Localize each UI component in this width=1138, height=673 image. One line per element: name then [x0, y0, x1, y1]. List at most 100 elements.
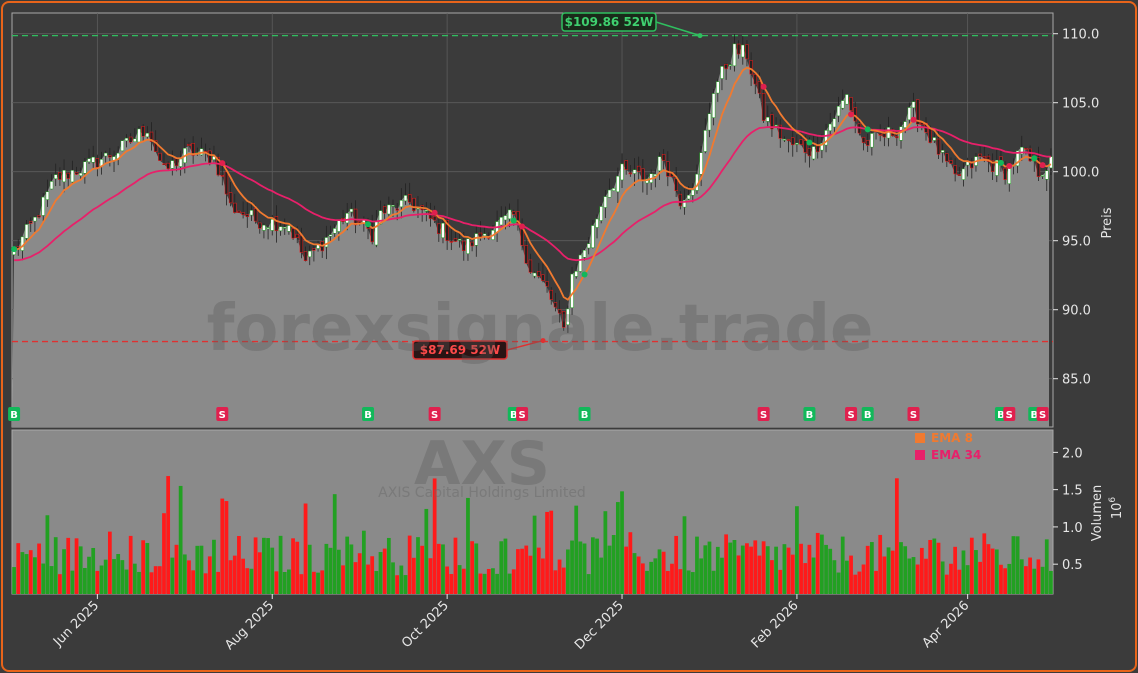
volume-bar	[299, 574, 304, 594]
candle-body	[782, 138, 787, 141]
candle-body	[903, 121, 907, 128]
candle-body	[878, 133, 882, 136]
volume-bar	[624, 546, 629, 594]
candle-body	[278, 226, 283, 232]
volume-bar	[599, 557, 604, 594]
volume-bar	[262, 537, 266, 594]
volume-bar	[557, 559, 562, 594]
candle-body	[753, 74, 757, 85]
price-area-fill	[12, 43, 1051, 428]
candle-body	[537, 271, 541, 277]
volume-bar	[690, 572, 695, 594]
volume-bar	[203, 573, 208, 594]
signal-badge-b	[8, 407, 21, 421]
candle-body	[349, 208, 354, 213]
candle-body	[437, 223, 441, 235]
volume-bar	[520, 548, 524, 594]
volume-bar	[857, 571, 862, 594]
signal-marker-dot	[1006, 162, 1013, 169]
candle-body	[1020, 146, 1024, 155]
signal-badge-s	[757, 407, 770, 421]
volume-bar	[224, 501, 229, 594]
candle-body	[562, 311, 566, 328]
volume-bar	[266, 538, 270, 594]
volume-bar	[628, 532, 633, 594]
volume-bar	[382, 548, 387, 594]
legend-label-ema8: EMA 8	[931, 431, 973, 445]
volume-bar	[924, 558, 928, 594]
volume-bar	[245, 568, 250, 594]
candle-body	[841, 100, 845, 109]
candle-body	[749, 60, 753, 75]
watermark-company: AXIS Capital Holdings Limited	[378, 485, 586, 501]
volume-bar	[670, 563, 674, 594]
candle-body	[641, 168, 645, 181]
candle-body	[424, 210, 429, 212]
volume-bar	[120, 560, 125, 594]
candle-body	[466, 238, 470, 254]
volume-tick-label: 0.5	[1062, 558, 1083, 573]
volume-bar	[128, 535, 133, 594]
volume-bar	[894, 478, 899, 594]
volume-bar	[786, 547, 791, 594]
signal-marker-dot	[365, 221, 372, 228]
signal-badge-s	[845, 407, 858, 421]
candle-body	[907, 107, 912, 121]
candle-body	[603, 196, 608, 208]
volume-bar	[428, 558, 433, 594]
volume-bar	[757, 555, 762, 594]
volume-bar	[103, 559, 108, 594]
volume-bar	[1036, 559, 1041, 594]
volume-bar	[232, 555, 237, 594]
volume-bar	[969, 537, 974, 594]
volume-bar	[961, 550, 966, 594]
candle-body	[353, 208, 358, 226]
volume-bar	[420, 545, 425, 594]
volume-bar	[570, 540, 574, 594]
volume-bar	[199, 545, 204, 594]
volume-bar	[320, 570, 325, 594]
signal-marker-dot	[806, 139, 813, 146]
volume-bar	[28, 550, 33, 594]
candle-body	[795, 142, 799, 145]
volume-bar	[145, 543, 150, 594]
candle-body	[253, 208, 258, 222]
candle-body	[70, 170, 75, 183]
volume-bar	[482, 573, 487, 594]
candle-body	[412, 197, 416, 211]
candle-body	[703, 130, 708, 152]
volume-bar	[636, 556, 641, 594]
candle-body	[432, 216, 437, 221]
candle-body	[661, 154, 666, 161]
volume-bar	[545, 511, 549, 594]
high-52w-arrow	[655, 21, 701, 37]
candle-body	[299, 234, 304, 253]
candle-body	[882, 131, 887, 138]
candle-body	[345, 213, 349, 224]
volume-bar	[994, 549, 999, 594]
volume-bar	[141, 540, 146, 594]
volume-bar	[566, 549, 570, 594]
candle-body	[54, 174, 58, 180]
candle-body	[574, 271, 578, 277]
signal-badge-label: B	[864, 410, 872, 421]
volume-bar	[278, 535, 283, 594]
candle-body	[636, 165, 641, 172]
candle-body	[861, 136, 866, 143]
candle-body	[158, 152, 162, 161]
candle-body	[266, 227, 270, 230]
signal-marker-dot	[219, 160, 226, 167]
volume-bar	[241, 558, 245, 594]
volume-bar	[661, 551, 666, 594]
volume-bar	[1007, 563, 1012, 594]
volume-bar	[1032, 568, 1037, 594]
signal-badge-label: B	[1030, 410, 1038, 421]
volume-bar	[586, 574, 591, 594]
candle-body	[449, 241, 454, 243]
candle-body	[474, 233, 478, 246]
candle-body	[258, 222, 262, 229]
candle-body	[595, 218, 599, 228]
candle-body	[970, 161, 974, 169]
candle-body	[982, 156, 987, 159]
volume-bar	[328, 547, 333, 594]
